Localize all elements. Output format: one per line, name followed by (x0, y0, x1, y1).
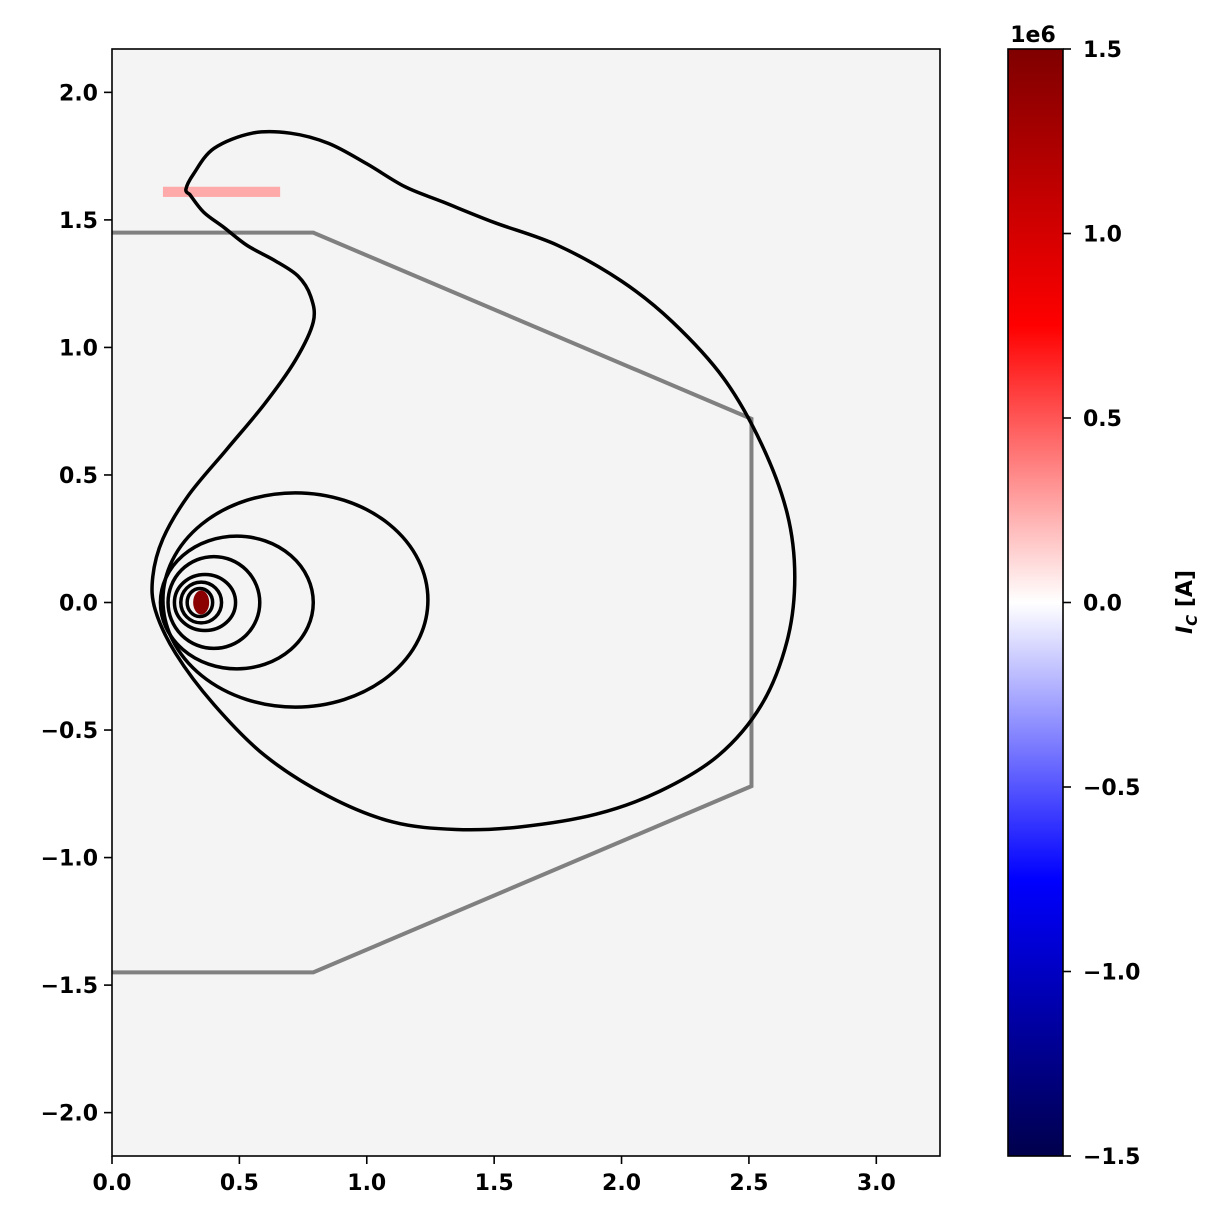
flux-contour-2 (158, 534, 316, 671)
separatrix-contour (150, 129, 797, 832)
colorbar-label-symbol: I (1173, 626, 1198, 634)
colorbar-tick-label: 1.0 (1083, 223, 1122, 248)
x-tick-label: 3.0 (857, 1171, 896, 1196)
y-tick-label: 1.5 (59, 209, 98, 234)
colorbar-tick-label: 0.5 (1083, 407, 1122, 432)
flux-contour-3 (166, 554, 262, 651)
main-plot: 0.0 0.5 1.0 1.5 2.0 2.5 3.0 2.0 1.5 1.0 0.5 0.0 −0.… (41, 48, 941, 1196)
flux-contour-4 (172, 572, 238, 633)
y-tick-label: 0.0 (59, 592, 98, 617)
x-tick-label: 2.0 (602, 1171, 641, 1196)
colorbar-label-subscript: C (1183, 615, 1201, 626)
y-tick-label: −1.0 (41, 847, 98, 872)
x-tick-label: 2.5 (729, 1171, 768, 1196)
colorbar-offset-text: 1e6 (1010, 23, 1056, 48)
plot-content (112, 129, 797, 975)
coil (162, 186, 281, 197)
y-tick-label: 2.0 (59, 81, 98, 106)
flux-contour-5 (179, 580, 224, 625)
colorbar-label: IC [A] (1173, 570, 1201, 634)
colorbar-tick-label: −0.5 (1083, 776, 1140, 801)
y-tick-label: −0.5 (41, 719, 98, 744)
magnetic-axis (193, 590, 210, 615)
colorbar-tick-label: 0.0 (1083, 592, 1122, 617)
x-tick-label: 0.0 (93, 1171, 132, 1196)
y-tick-label: 0.5 (59, 464, 98, 489)
colorbar: 1.5 1.0 0.5 0.0 −0.5 −1.0 −1.5 1e6 IC [A] (1007, 23, 1201, 1170)
limiter-wall (112, 230, 754, 975)
x-tick-label: 1.5 (475, 1171, 514, 1196)
flux-contour-6 (185, 586, 215, 619)
y-tick-label: −2.0 (41, 1102, 98, 1127)
colorbar-ticks: 1.5 1.0 0.5 0.0 −0.5 −1.0 −1.5 (1063, 38, 1140, 1170)
x-tick-label: 1.0 (347, 1171, 386, 1196)
y-axis-ticks: 2.0 1.5 1.0 0.5 0.0 −0.5 −1.0 −1.5 −2.0 (41, 81, 112, 1127)
y-tick-label: −1.5 (41, 974, 98, 999)
colorbar-tick-label: 1.5 (1083, 38, 1122, 63)
y-tick-label: 1.0 (59, 336, 98, 361)
colorbar-label-unit: [A] (1173, 570, 1198, 615)
flux-contour-1 (161, 491, 430, 709)
x-axis-ticks: 0.0 0.5 1.0 1.5 2.0 2.5 3.0 (93, 1156, 896, 1196)
x-tick-label: 0.5 (220, 1171, 259, 1196)
colorbar-tick-label: −1.5 (1083, 1145, 1140, 1170)
colorbar-tick-label: −1.0 (1083, 961, 1140, 986)
colorbar-gradient (1008, 49, 1063, 1156)
